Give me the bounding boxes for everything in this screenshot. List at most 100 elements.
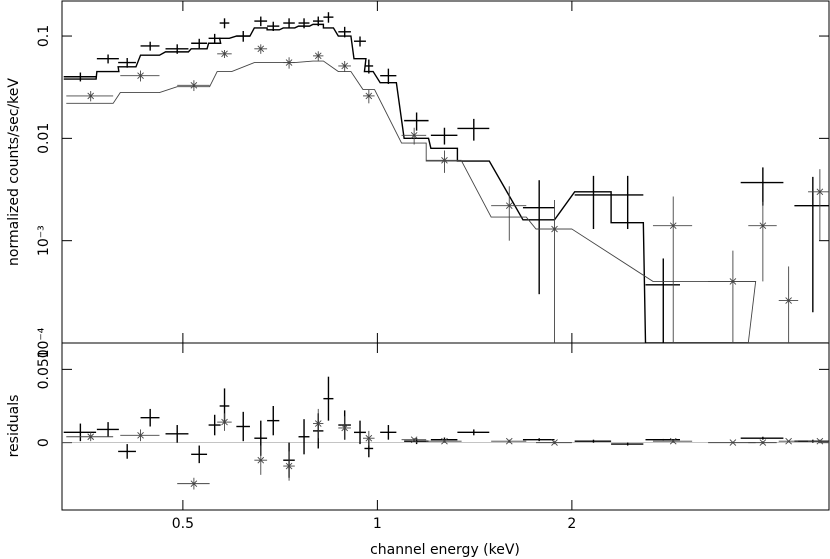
marker — [137, 431, 144, 439]
data-point — [254, 44, 268, 54]
data-point — [313, 51, 324, 62]
data-point — [457, 429, 490, 436]
plot-area — [63, 12, 829, 343]
x-tick-label: 2 — [567, 516, 576, 532]
data-point — [118, 444, 136, 459]
data-point — [217, 413, 232, 431]
marker — [816, 437, 824, 445]
data-point — [362, 430, 375, 446]
y-tick-label: 0.01 — [36, 123, 52, 154]
data-point — [708, 250, 756, 343]
marker — [410, 436, 418, 444]
data-point — [574, 439, 612, 443]
marker — [221, 50, 228, 58]
data-point — [283, 18, 295, 29]
marker — [669, 437, 677, 445]
data-point — [426, 150, 462, 173]
marker — [365, 434, 373, 442]
marker — [341, 62, 348, 70]
data-point — [63, 423, 97, 442]
marker — [441, 437, 448, 445]
y-tick-label: 10⁻⁴ — [36, 327, 52, 358]
data-point — [177, 80, 210, 92]
data-point — [426, 437, 462, 445]
data-point — [236, 31, 250, 42]
data-point — [778, 266, 799, 343]
marker — [729, 278, 737, 285]
model-line — [66, 60, 829, 343]
plot-area — [63, 376, 829, 490]
marker — [785, 437, 792, 445]
data-point — [323, 376, 334, 421]
data-point — [522, 180, 555, 295]
marker — [551, 225, 558, 233]
data-point — [120, 70, 160, 82]
data-point — [652, 196, 693, 343]
x-tick-label: 0.5 — [172, 516, 194, 532]
marker — [314, 420, 322, 427]
marker — [785, 297, 792, 304]
data-point — [177, 477, 210, 490]
marker — [190, 81, 198, 89]
data-point — [219, 18, 230, 29]
x-tick-label: 1 — [373, 516, 382, 532]
data-point — [298, 18, 310, 29]
marker — [410, 132, 418, 139]
marker — [341, 424, 348, 432]
data-point — [708, 439, 756, 446]
marker — [190, 480, 198, 487]
x-axis-label: channel energy (keV) — [370, 542, 520, 558]
marker — [314, 52, 322, 60]
data-point — [191, 445, 208, 464]
marker — [221, 418, 228, 426]
y-tick-label: 0.1 — [36, 25, 52, 47]
data-point — [165, 44, 189, 54]
marker — [441, 157, 448, 164]
data-point — [536, 439, 572, 446]
data-point — [794, 176, 829, 313]
data-point — [740, 436, 784, 440]
data-point — [96, 422, 119, 437]
data-point — [140, 41, 160, 51]
data-point — [740, 167, 784, 206]
marker — [137, 72, 144, 79]
marker — [365, 92, 373, 100]
data-point — [353, 420, 366, 445]
data-point — [208, 414, 221, 436]
marker — [257, 45, 265, 53]
marker — [87, 92, 95, 100]
data-point — [208, 33, 221, 44]
data-point — [63, 72, 97, 82]
data-point — [338, 61, 351, 72]
data-point — [457, 118, 490, 141]
data-point — [808, 169, 829, 241]
data-point — [191, 38, 208, 49]
data-point — [283, 57, 295, 69]
data-point — [165, 425, 189, 443]
data-point — [491, 186, 527, 241]
data-point — [313, 408, 324, 439]
data-point — [362, 89, 375, 104]
y-tick-label: 0.050 — [36, 349, 52, 389]
data-point — [430, 127, 458, 145]
y-axis-label: normalized counts/sec/keV — [6, 78, 22, 266]
y-tick-label: 10⁻³ — [36, 225, 52, 256]
marker — [551, 439, 558, 446]
marker — [505, 437, 513, 445]
data-point — [254, 445, 268, 475]
data-point — [522, 438, 555, 442]
marker — [729, 439, 737, 446]
data-point — [401, 127, 427, 145]
y-tick-label: 0 — [36, 438, 52, 447]
data-point — [298, 419, 310, 455]
data-point — [254, 16, 268, 27]
data-point — [611, 175, 644, 230]
marker — [285, 462, 293, 470]
data-point — [404, 438, 429, 445]
marker — [816, 188, 824, 196]
marker — [285, 59, 293, 66]
data-point — [353, 36, 366, 47]
data-point — [778, 437, 799, 445]
data-point — [66, 432, 114, 442]
data-point — [364, 59, 374, 74]
